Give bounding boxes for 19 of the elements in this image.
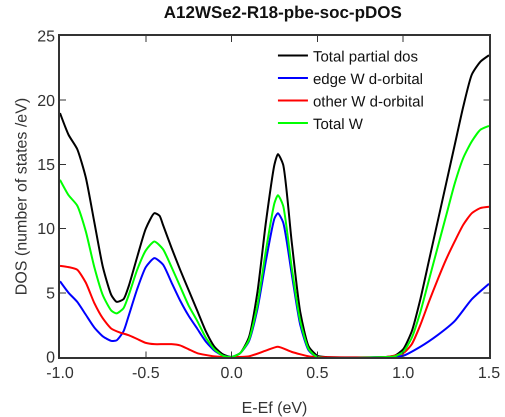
legend-label: other W d-orbital xyxy=(312,93,424,110)
x-tick-label: 1.0 xyxy=(392,364,414,382)
chart-title: A12WSe2-R18-pbe-soc-pDOS xyxy=(164,3,402,22)
y-tick-label: 25 xyxy=(37,28,56,46)
y-tick-label: 0 xyxy=(46,350,56,367)
x-tick-label: 1.5 xyxy=(478,364,500,382)
x-tick-label: 0.5 xyxy=(306,364,329,382)
x-tick-label: -0.5 xyxy=(132,364,160,382)
y-axis-title: DOS (number of states /eV) xyxy=(14,98,31,296)
y-tick-label: 10 xyxy=(37,221,56,238)
x-tick-label: -1.0 xyxy=(46,364,74,382)
legend-label: edge W d-orbital xyxy=(312,70,424,88)
x-tick-label: 0.0 xyxy=(220,364,243,382)
legend-label: Total W xyxy=(312,116,364,133)
x-axis-title: E-Ef (eV) xyxy=(242,400,308,417)
y-tick-label: 5 xyxy=(46,285,56,302)
legend-label: Total partial dos xyxy=(312,48,418,66)
y-tick-label: 15 xyxy=(37,157,56,174)
y-tick-label: 20 xyxy=(37,92,56,110)
